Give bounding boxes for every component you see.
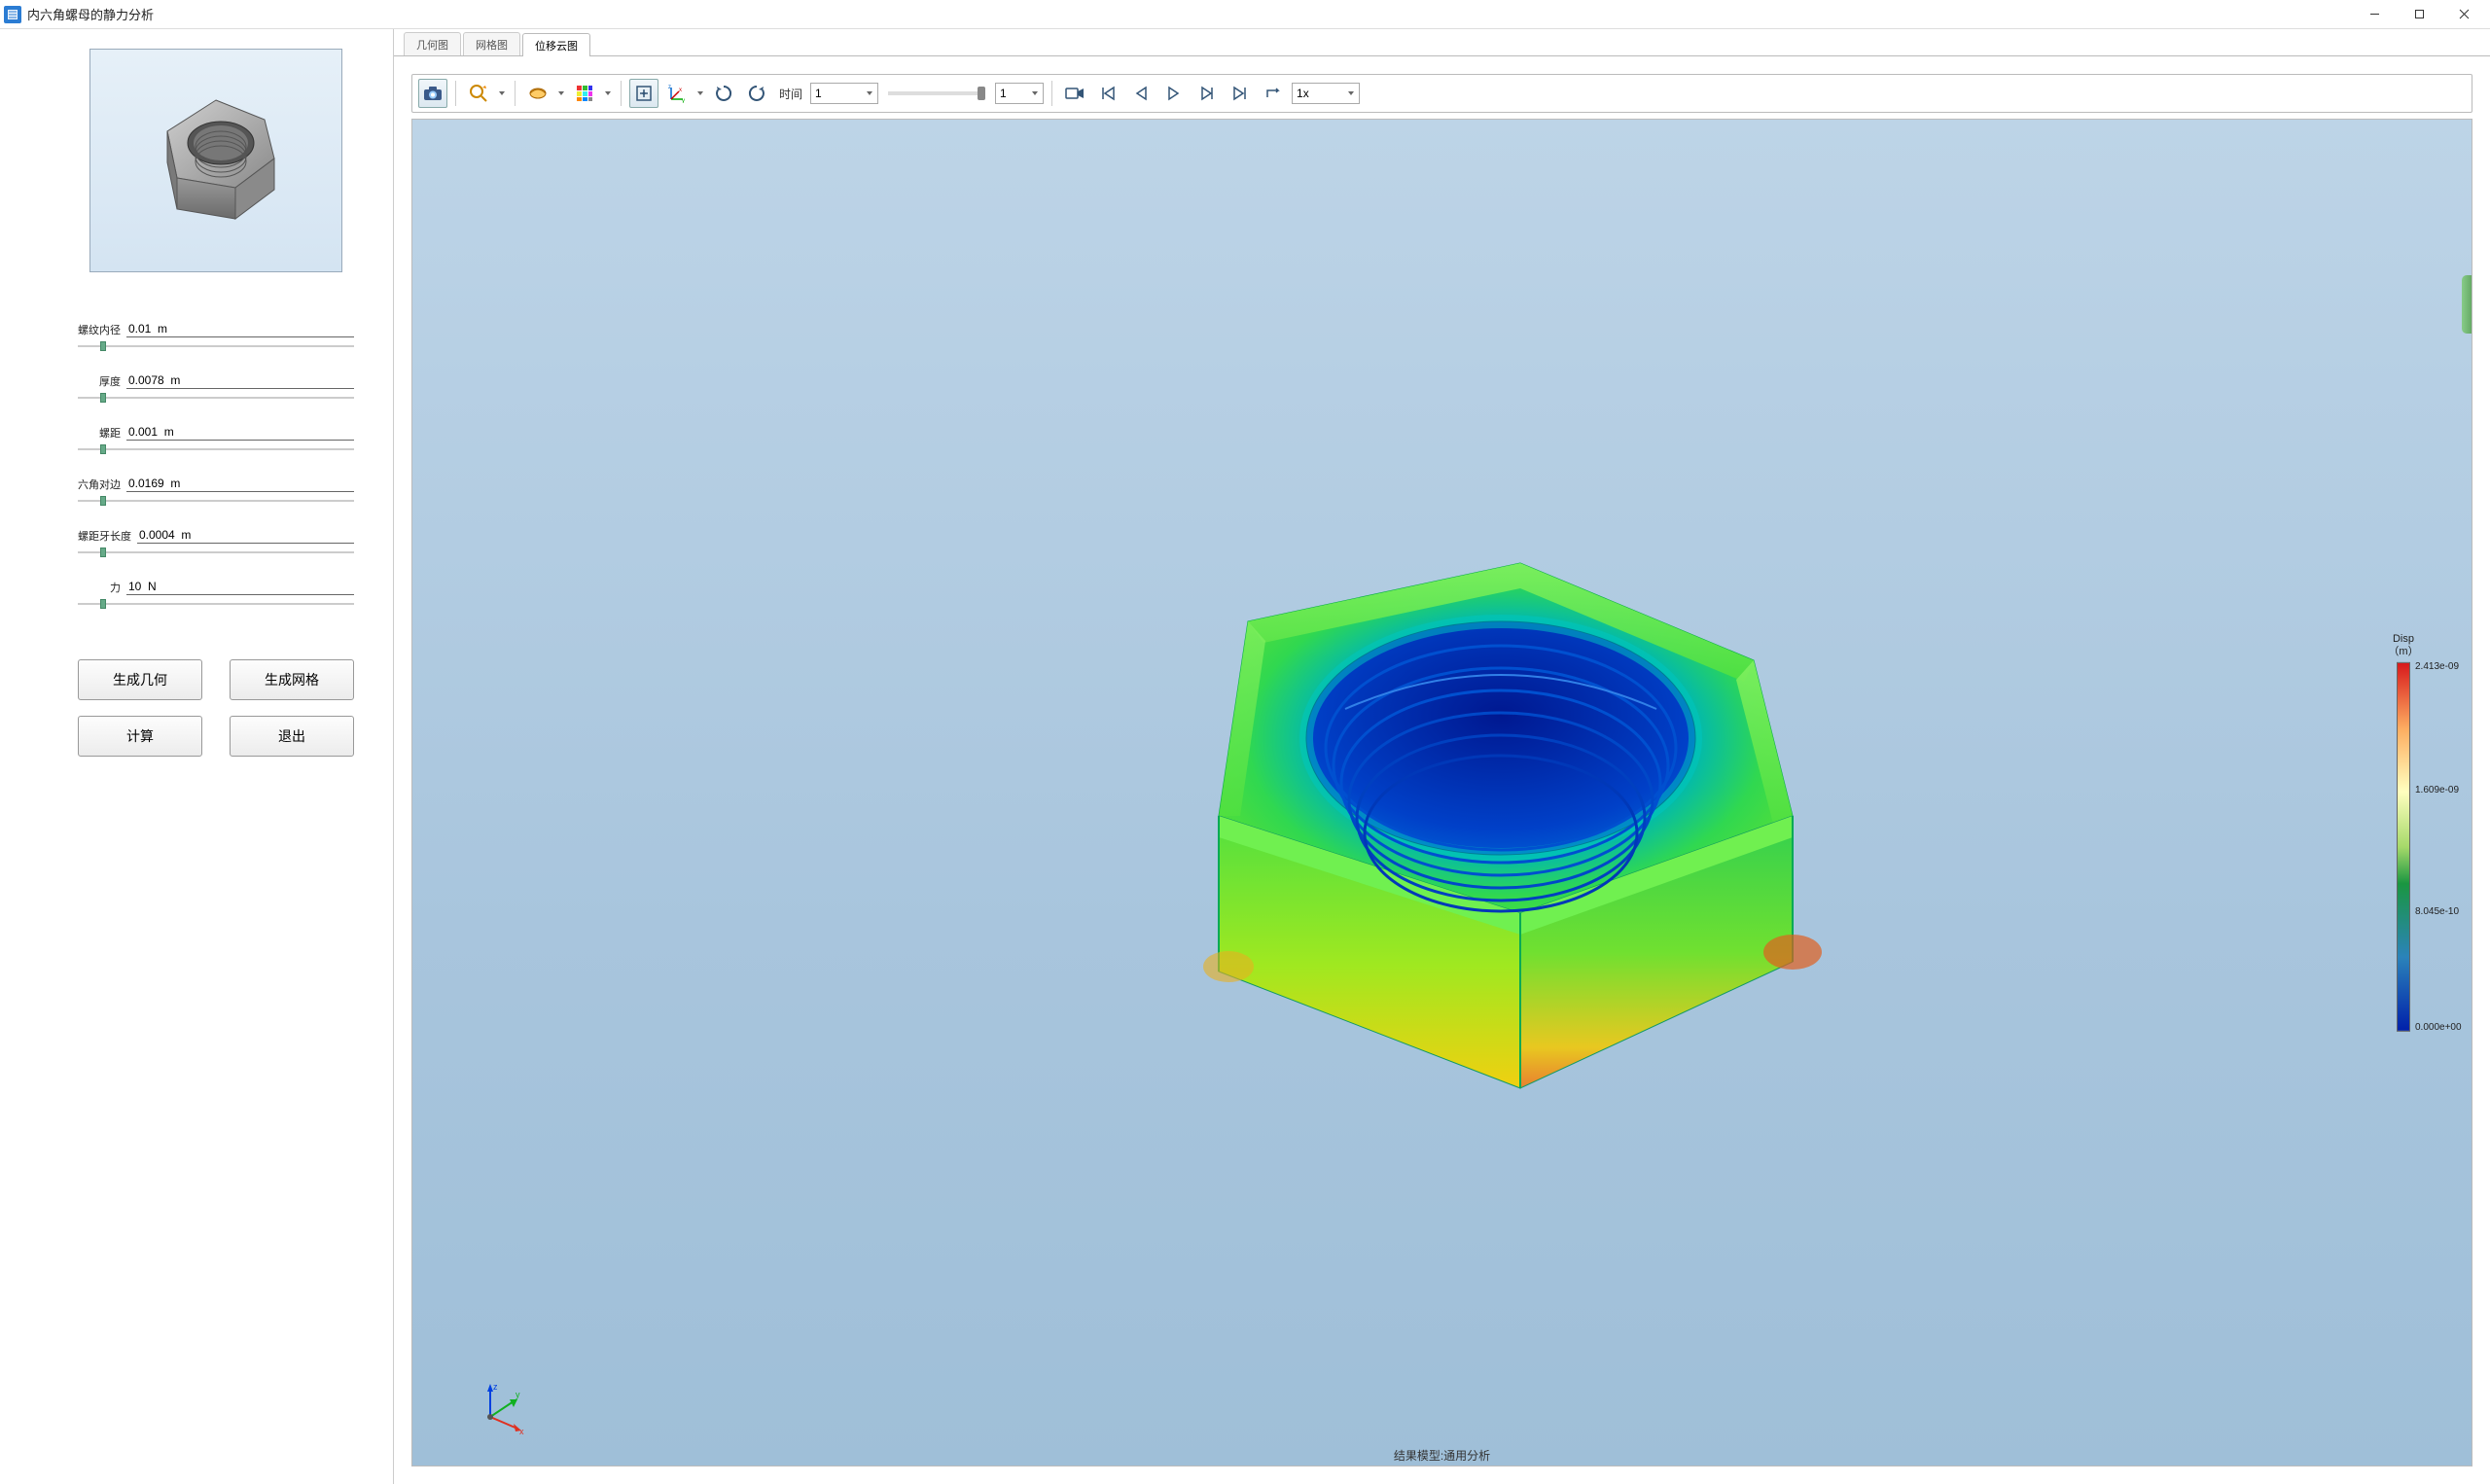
time-label: 时间: [779, 86, 802, 102]
clip-dropdown[interactable]: [556, 89, 566, 97]
loop-icon[interactable]: [1259, 79, 1288, 108]
param-slider[interactable]: [78, 448, 354, 450]
fit-view-icon[interactable]: [629, 79, 658, 108]
status-text: 结果模型:通用分析: [1394, 1447, 1490, 1464]
compute-button[interactable]: 计算: [78, 716, 202, 757]
time-slider[interactable]: [888, 91, 985, 95]
axes-orientation-icon[interactable]: z yx: [662, 79, 692, 108]
param-label: 螺距: [78, 425, 126, 441]
exit-button[interactable]: 退出: [230, 716, 354, 757]
axis-gizmo: z x y: [471, 1378, 529, 1436]
svg-text:y: y: [516, 1390, 520, 1399]
legend-tick: 8.045e-10: [2415, 906, 2459, 917]
svg-text:z: z: [493, 1382, 498, 1392]
tab-displacement[interactable]: 位移云图: [522, 33, 590, 56]
app-icon: [4, 6, 21, 23]
tab-geometry[interactable]: 几何图: [404, 32, 461, 55]
frame-select[interactable]: 1: [995, 83, 1044, 104]
thickness-input[interactable]: [126, 372, 354, 389]
param-slider[interactable]: [78, 551, 354, 553]
action-buttons: 生成几何 生成网格 计算 退出: [78, 659, 354, 757]
last-frame-icon[interactable]: [1226, 79, 1255, 108]
view-tabs: 几何图 网格图 位移云图: [394, 29, 2490, 56]
frame-value: 1: [1000, 87, 1007, 100]
tooth-length-input[interactable]: [137, 527, 354, 544]
next-frame-icon[interactable]: [1192, 79, 1222, 108]
play-icon[interactable]: [1159, 79, 1189, 108]
axes-dropdown[interactable]: [695, 89, 705, 97]
time-value: 1: [815, 87, 822, 100]
param-slider[interactable]: [78, 345, 354, 347]
window-controls: [2352, 0, 2486, 29]
model-render: [995, 388, 1890, 1166]
legend-title: Disp（m）: [2365, 633, 2442, 658]
sidebar: 螺纹内径m 厚度m 螺距m 六角对边m 螺距牙长度m 力N 生成几何 生成网格 …: [0, 29, 394, 1484]
svg-text:x: x: [519, 1427, 524, 1436]
clip-plane-icon[interactable]: [523, 79, 552, 108]
generate-geometry-button[interactable]: 生成几何: [78, 659, 202, 700]
colormap-dropdown[interactable]: [603, 89, 613, 97]
maximize-button[interactable]: [2397, 0, 2441, 29]
param-slider[interactable]: [78, 500, 354, 502]
first-frame-icon[interactable]: [1093, 79, 1122, 108]
legend-tick: 0.000e+00: [2415, 1022, 2462, 1033]
parameter-panel: 螺纹内径m 厚度m 螺距m 六角对边m 螺距牙长度m 力N: [78, 321, 354, 630]
svg-text:y: y: [682, 98, 685, 103]
scroll-handle[interactable]: [2462, 275, 2472, 334]
thread-id-input[interactable]: [126, 321, 354, 337]
prev-frame-icon[interactable]: [1126, 79, 1156, 108]
record-icon[interactable]: [1060, 79, 1089, 108]
legend-tick: 2.413e-09: [2415, 661, 2459, 672]
minimize-button[interactable]: [2352, 0, 2397, 29]
rotate-cw-icon[interactable]: [709, 79, 738, 108]
param-label: 厚度: [78, 373, 126, 389]
legend-tick: 1.609e-09: [2415, 785, 2459, 795]
content-area: 几何图 网格图 位移云图 zyx 时间 1 1: [394, 29, 2490, 1484]
rotate-ccw-icon[interactable]: [742, 79, 771, 108]
geometry-thumbnail: [89, 49, 342, 272]
viewport-toolbar: z yx 时间 1 1 1x: [411, 74, 2472, 113]
param-slider[interactable]: [78, 603, 354, 605]
colormap-icon[interactable]: [570, 79, 599, 108]
zoom-dropdown[interactable]: [497, 89, 507, 97]
pitch-input[interactable]: [126, 424, 354, 441]
speed-select[interactable]: 1x: [1292, 83, 1360, 104]
legend-bar: 2.413e-09 1.609e-09 8.045e-10 0.000e+00: [2397, 662, 2410, 1032]
tab-mesh[interactable]: 网格图: [463, 32, 520, 55]
param-label: 六角对边: [78, 477, 126, 492]
param-label: 螺距牙长度: [78, 528, 137, 544]
hex-flat-input[interactable]: [126, 476, 354, 492]
zoom-icon[interactable]: [464, 79, 493, 108]
camera-icon[interactable]: [418, 79, 447, 108]
svg-text:x: x: [679, 88, 682, 93]
window-title: 内六角螺母的静力分析: [27, 5, 2352, 23]
generate-mesh-button[interactable]: 生成网格: [230, 659, 354, 700]
color-legend: Disp（m） 2.413e-09 1.609e-09 8.045e-10 0.…: [2365, 633, 2442, 1032]
force-input[interactable]: [126, 579, 354, 595]
param-slider[interactable]: [78, 397, 354, 399]
param-label: 螺纹内径: [78, 322, 126, 337]
time-select[interactable]: 1: [810, 83, 878, 104]
close-button[interactable]: [2441, 0, 2486, 29]
viewport-3d[interactable]: z x y Disp（m） 2.413e-09 1.609e-09 8.045e…: [411, 119, 2472, 1466]
svg-text:z: z: [668, 85, 671, 90]
speed-value: 1x: [1297, 87, 1309, 100]
titlebar: 内六角螺母的静力分析: [0, 0, 2490, 29]
param-label: 力: [78, 580, 126, 595]
